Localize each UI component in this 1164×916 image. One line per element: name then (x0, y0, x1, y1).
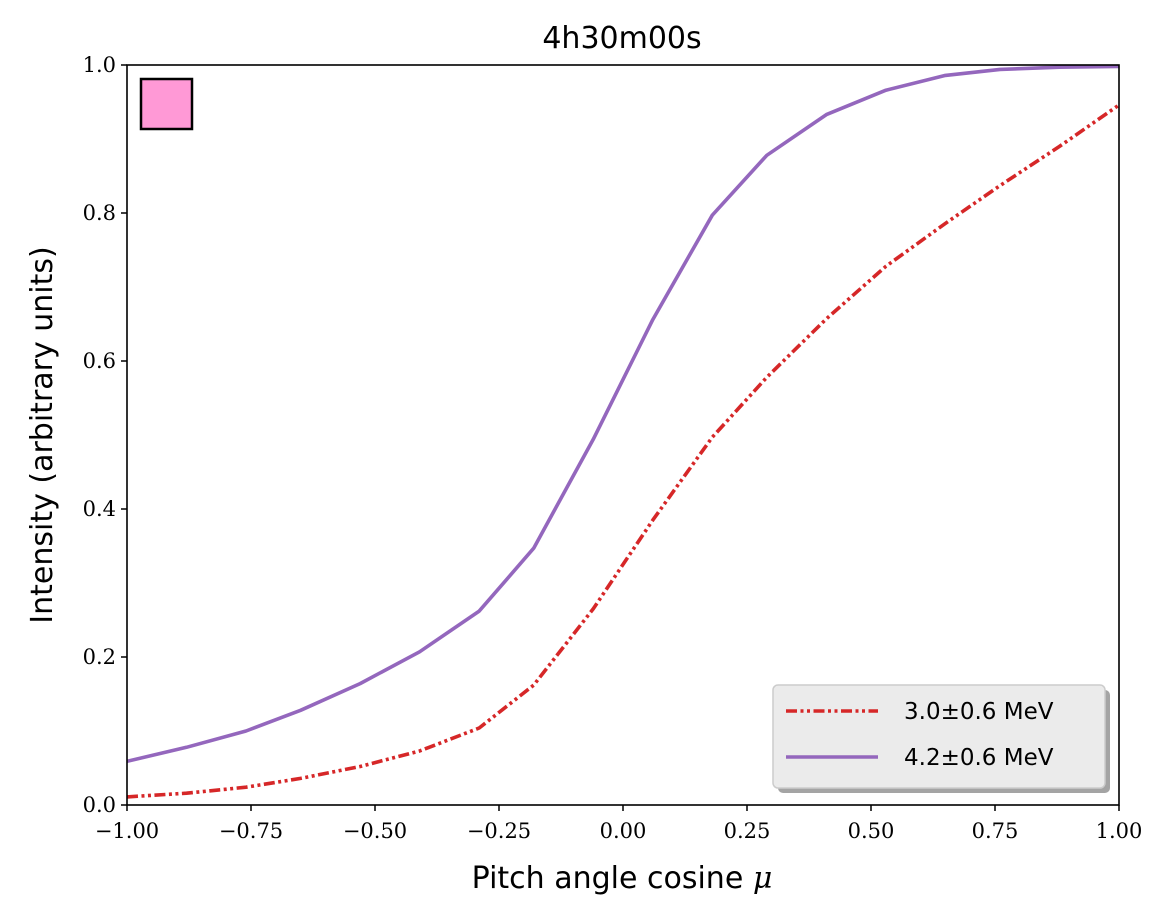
y-axis: 0.0 0.2 0.4 0.6 0.8 1.0 (83, 53, 127, 817)
chart-title: 4h30m00s (542, 21, 701, 56)
y-tick-label: 0.0 (83, 793, 116, 817)
color-marker-square (139, 77, 194, 131)
x-tick-label: −0.25 (467, 819, 531, 843)
x-tick-label: −1.00 (95, 819, 159, 843)
y-tick-label: 0.8 (83, 201, 116, 225)
x-axis: −1.00 −0.75 −0.50 −0.25 0.00 0.25 0.50 0.75 1.00 (95, 805, 1143, 843)
y-tick-label: 0.6 (83, 349, 116, 373)
y-tick-label: 0.4 (83, 497, 116, 521)
x-tick-label: 0.00 (600, 819, 647, 843)
series-line-1 (126, 103, 1121, 799)
legend-label-2: 4.2±0.6 MeV (904, 745, 1054, 771)
x-tick-label: 0.75 (972, 819, 1019, 843)
legend: 3.0±0.6 MeV 4.2±0.6 MeV (772, 684, 1110, 793)
x-axis-label-symbol: μ (753, 861, 773, 896)
x-tick-label: −0.75 (219, 819, 283, 843)
y-axis-label: Intensity (arbitrary units) (25, 246, 60, 623)
y-tick-label: 0.2 (83, 645, 116, 669)
x-tick-label: 1.00 (1096, 819, 1143, 843)
x-axis-label-text: Pitch angle cosine (472, 861, 753, 896)
series-line-2 (126, 64, 1120, 764)
x-tick-label: 0.50 (848, 819, 895, 843)
y-tick-label: 1.0 (83, 53, 116, 77)
x-tick-label: −0.50 (343, 819, 407, 843)
plot-area (126, 64, 1121, 799)
x-tick-label: 0.25 (724, 819, 771, 843)
legend-label-1: 3.0±0.6 MeV (904, 699, 1054, 725)
x-axis-label: Pitch angle cosine μ (472, 861, 773, 896)
